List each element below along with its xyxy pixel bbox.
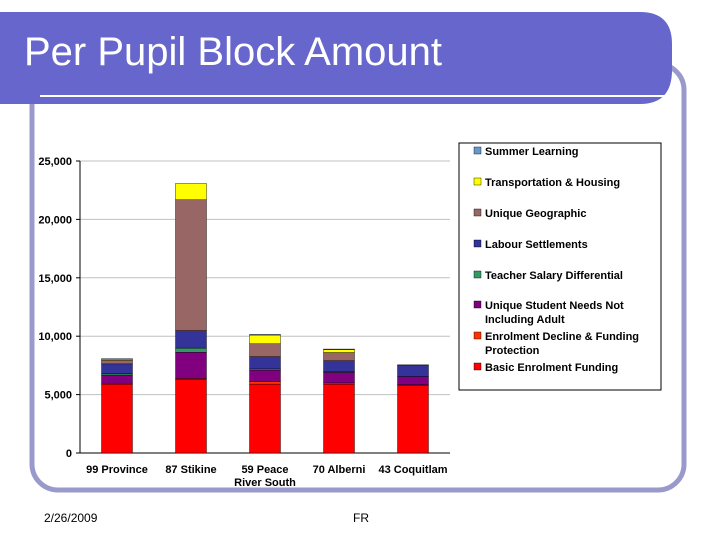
title-bar — [0, 12, 672, 104]
x-tick-label: 43 Coquitlam — [378, 464, 447, 476]
legend-box — [458, 142, 662, 391]
bar-segment — [101, 363, 133, 375]
legend-label: Unique Geographic — [485, 208, 586, 220]
bar-segment — [101, 383, 133, 454]
legend-label: Including Adult — [485, 314, 565, 326]
legend-swatch — [473, 208, 482, 217]
legend-label: Unique Student Needs Not — [485, 300, 624, 312]
x-tick-label: 59 Peace — [241, 464, 288, 476]
x-tick-label: River South — [234, 477, 296, 489]
legend-label: Teacher Salary Differential — [485, 270, 623, 282]
bar-segment — [101, 374, 133, 384]
footer-center-text: FR — [353, 511, 369, 525]
bar-segment — [397, 365, 429, 377]
y-tick-label: 5,000 — [44, 390, 72, 402]
legend-label: Transportation & Housing — [485, 177, 620, 189]
legend-label: Summer Learning — [485, 146, 579, 158]
legend-label: Basic Enrolment Funding — [485, 362, 618, 374]
legend-label: Protection — [485, 345, 540, 357]
bar-segment — [175, 379, 207, 454]
slide-title: Per Pupil Block Amount — [24, 30, 442, 74]
y-tick-label: 25,000 — [38, 156, 72, 168]
bar-segment — [249, 334, 281, 344]
x-tick-label: 99 Province — [86, 464, 148, 476]
plot-area: 0 5,000 10,000 15,000 20,000 25,000 99 Provinc… — [38, 156, 450, 489]
bar-segment — [175, 352, 207, 379]
bar-segment — [175, 347, 207, 353]
x-tick-label: 70 Alberni — [313, 464, 366, 476]
legend-swatch — [473, 177, 482, 186]
bar-segment — [249, 381, 281, 385]
bar-segment — [323, 348, 355, 350]
legend: Summer Learning Transportation & Housing U… — [458, 142, 662, 391]
legend-swatch — [473, 270, 482, 279]
bar-segment — [175, 330, 207, 349]
legend-swatch — [473, 300, 482, 309]
bar-segment — [101, 358, 133, 360]
legend-label: Enrolment Decline & Funding — [485, 331, 639, 343]
footer-date: 2/26/2009 — [44, 511, 98, 525]
legend-swatch — [473, 146, 482, 155]
bar-segment — [175, 183, 207, 200]
x-tick-label: 87 Stikine — [165, 464, 216, 476]
bar-segment — [397, 364, 429, 366]
bar-segment — [323, 383, 355, 454]
legend-swatch — [473, 362, 482, 371]
bar-segment — [249, 356, 281, 370]
bar-segment — [249, 383, 281, 454]
legend-label: Labour Settlements — [485, 239, 588, 251]
y-tick-label: 20,000 — [38, 214, 72, 226]
bar-segment — [323, 349, 355, 353]
bar-segment — [397, 376, 429, 385]
bar-segment — [249, 334, 281, 336]
bar-segment — [101, 360, 133, 365]
bar-segment — [323, 360, 355, 373]
bar-segment — [249, 343, 281, 357]
bar-segment — [175, 199, 207, 331]
legend-swatch — [473, 239, 482, 248]
bar-segment — [323, 352, 355, 361]
y-tick-label: 0 — [66, 448, 72, 460]
y-tick-label: 10,000 — [38, 331, 72, 343]
bar-segment — [249, 369, 281, 382]
y-tick-label: 15,000 — [38, 273, 72, 285]
bar-segment — [323, 372, 355, 384]
legend-swatch — [473, 331, 482, 340]
bar-segment — [397, 385, 429, 454]
